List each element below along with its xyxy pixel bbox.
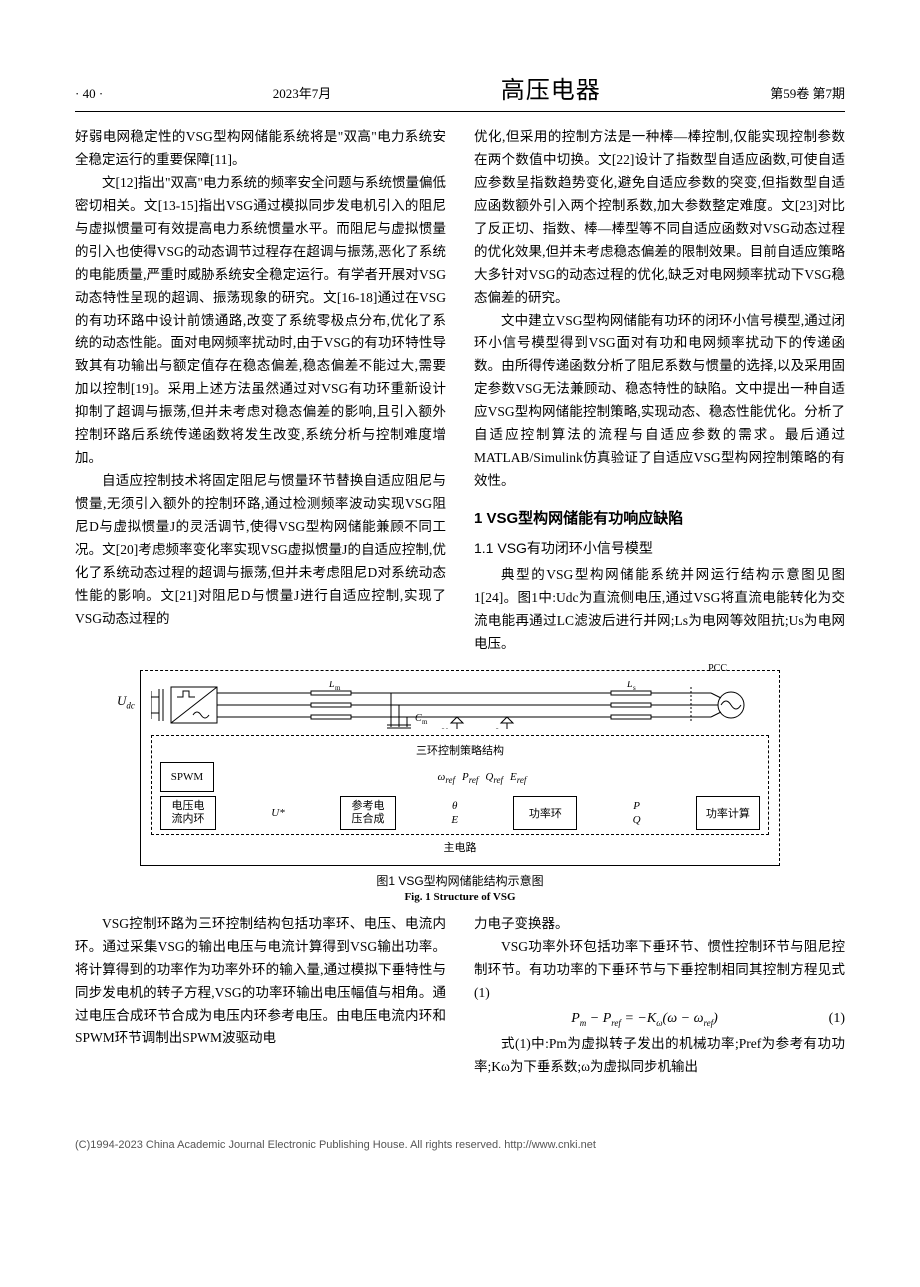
right-p2: 文中建立VSG型构网储能有功环的闭环小信号模型,通过闭环小信号模型得到VSG面对… (474, 310, 845, 494)
ref-voltage-box: 参考电压合成 (340, 796, 396, 830)
power-calc-box: 功率计算 (696, 796, 760, 830)
lower-right-p3: 式(1)中:Pm为虚拟转子发出的机械功率;Pref为参考有功功率;Kω为下垂系数… (474, 1033, 845, 1079)
control-strategy-label: 三环控制策略结构 (160, 742, 760, 758)
journal-logo: 高压电器 (501, 70, 601, 105)
vi-loop-box: 电压电流内环 (160, 796, 216, 830)
q-label: Q (633, 814, 641, 826)
lower-right-p2: VSG功率外环包括功率下垂环节、惯性控制环节与阻尼控制环节。有功功率的下垂环节与… (474, 936, 845, 1005)
pcc-label: PCC (708, 663, 727, 674)
svg-text:C: C (415, 713, 422, 724)
udc-label: Udc (117, 693, 135, 711)
page-header: · 40 · 2023年7月 高压电器 第59卷 第7期 (75, 70, 845, 112)
theta-label: θ (452, 800, 457, 812)
svg-text:U: U (441, 727, 448, 729)
q-ref: Qref (485, 771, 503, 783)
volume-issue: 第59卷 第7期 (770, 83, 845, 102)
figure-1-diagram: Udc PCC Lm (140, 670, 780, 866)
figure-1: Udc PCC Lm (75, 670, 845, 903)
equation-1: Pm − Pref = −Kω(ω − ωref) (1) (474, 1011, 845, 1028)
right-column: 优化,但采用的控制方法是一种棒—棒控制,仅能实现控制参数在两个数值中切换。文[2… (474, 126, 845, 656)
lower-right-column: 力电子变换器。 VSG功率外环包括功率下垂环节、惯性控制环节与阻尼控制环节。有功… (474, 913, 845, 1079)
left-p2: 文[12]指出"双高"电力系统的频率安全问题与系统惯量偏低密切相关。文[13-1… (75, 172, 446, 470)
lower-left-column: VSG控制环路为三环控制结构包括功率环、电压、电流内环。通过采集VSG的输出电压… (75, 913, 446, 1079)
svg-text:m: m (422, 718, 428, 726)
page-number: · 40 · (75, 86, 103, 102)
left-p3: 自适应控制技术将固定阻尼与惯量环节替换自适应阻尼与惯量,无须引入额外的控制环路,… (75, 470, 446, 631)
spwm-box: SPWM (160, 762, 214, 792)
e-ref: Eref (510, 771, 526, 783)
upper-columns: 好弱电网稳定性的VSG型构网储能系统将是"双高"电力系统安全稳定运行的重要保障[… (75, 126, 845, 656)
issue-date: 2023年7月 (273, 83, 332, 102)
svg-text:m: m (335, 684, 341, 692)
lower-left-p1: VSG控制环路为三环控制结构包括功率环、电压、电流内环。通过采集VSG的输出电压… (75, 913, 446, 1051)
equation-1-number: (1) (815, 1011, 845, 1027)
main-circuit-label: 主电路 (151, 839, 769, 855)
equation-1-body: Pm − Pref = −Kω(ω − ωref) (474, 1011, 815, 1028)
left-p1: 好弱电网稳定性的VSG型构网储能系统将是"双高"电力系统安全稳定运行的重要保障[… (75, 126, 446, 172)
page-footer: (C)1994-2023 China Academic Journal Elec… (75, 1139, 845, 1151)
svg-text:s: s (633, 684, 636, 692)
svg-text:L: L (328, 681, 335, 690)
control-row: SPWM ωref Pref Qref Eref (160, 762, 760, 792)
right-p3: 典型的VSG型构网储能系统并网运行结构示意图见图1[24]。图1中:Udc为直流… (474, 564, 845, 656)
circuit-svg: Lm Cm Uabc Iabc Ls (151, 681, 769, 729)
e-label: E (451, 814, 458, 826)
subsection-1-1-heading: 1.1 VSG有功闭环小信号模型 (474, 538, 845, 558)
control-strategy-box: 三环控制策略结构 SPWM ωref Pref Qref Eref 电压电流内环… (151, 735, 769, 835)
p-label: P (633, 800, 640, 812)
diagram-top-row: Lm Cm Uabc Iabc Ls (151, 681, 769, 729)
figure-1-caption-cn: 图1 VSG型构网储能结构示意图 (75, 872, 845, 889)
lower-right-p1: 力电子变换器。 (474, 913, 845, 936)
control-row-2: 电压电流内环 U* 参考电压合成 θ E 功率环 P Q 功率计算 (160, 796, 760, 830)
svg-text:I: I (494, 727, 499, 729)
svg-text:L: L (626, 681, 633, 690)
ustar-label: U* (271, 807, 284, 819)
omega-ref: ωref (438, 771, 455, 783)
section-1-heading: 1 VSG型构网储能有功响应缺陷 (474, 507, 845, 528)
power-loop-box: 功率环 (513, 796, 577, 830)
right-p1: 优化,但采用的控制方法是一种棒—棒控制,仅能实现控制参数在两个数值中切换。文[2… (474, 126, 845, 310)
lower-columns: VSG控制环路为三环控制结构包括功率环、电压、电流内环。通过采集VSG的输出电压… (75, 913, 845, 1079)
p-ref: Pref (462, 771, 478, 783)
figure-1-caption-en: Fig. 1 Structure of VSG (75, 891, 845, 903)
left-column: 好弱电网稳定性的VSG型构网储能系统将是"双高"电力系统安全稳定运行的重要保障[… (75, 126, 446, 656)
